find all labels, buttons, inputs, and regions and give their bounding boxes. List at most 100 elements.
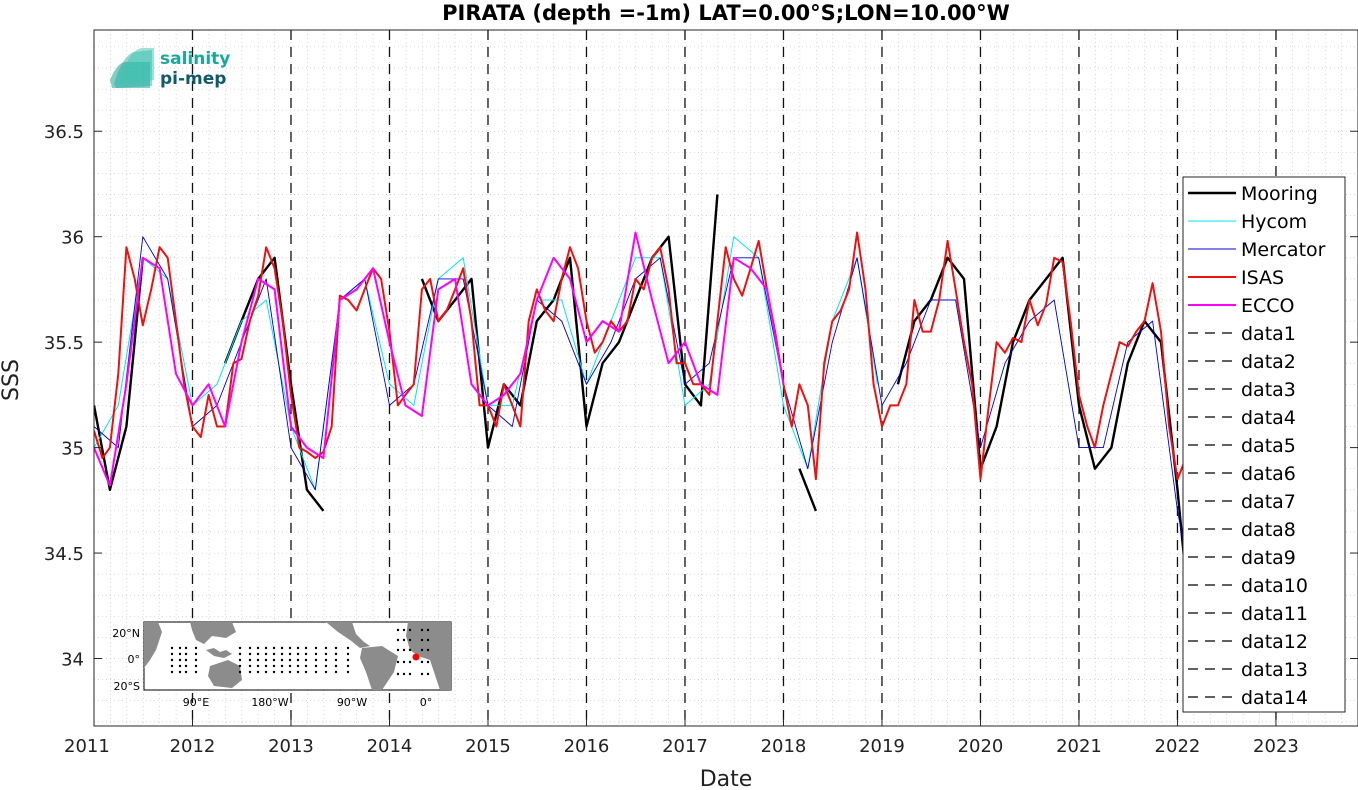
mooring-dot (324, 652, 328, 656)
mooring-dot (396, 672, 400, 676)
mooring-dot (194, 658, 198, 662)
x-tick-label: 2018 (761, 736, 807, 757)
mooring-dot (426, 638, 430, 642)
legend-item-ecco: ECCO (1241, 295, 1295, 317)
mooring-dot (178, 646, 182, 650)
mooring-dot (296, 658, 300, 662)
mooring-dot (402, 638, 406, 642)
legend-item-mooring: Mooring (1241, 183, 1318, 205)
x-tick-label: 2011 (64, 736, 110, 757)
mooring-dot (256, 652, 260, 656)
mooring-dot (264, 658, 268, 662)
mooring-dot (314, 652, 318, 656)
mooring-dot (304, 658, 308, 662)
mooring-dot (178, 652, 182, 656)
mooring-dot (304, 670, 308, 674)
y-tick-label: 35 (61, 439, 84, 460)
series-line-ecco (94, 231, 785, 487)
mooring-dot (238, 670, 242, 674)
mooring-dot (426, 660, 430, 664)
mooring-dot (194, 670, 198, 674)
mooring-dot (184, 652, 188, 656)
mooring-dot (280, 664, 284, 668)
legend-item-data9: data9 (1241, 547, 1296, 569)
map-lat-label-0: 0° (128, 653, 141, 666)
salinity-pi-mep-logo: salinity pi-mep (110, 48, 230, 89)
mooring-dot (304, 652, 308, 656)
series-line-mooring (94, 194, 1191, 617)
x-tick-label: 2017 (662, 736, 708, 757)
logo-text-pi-mep: pi-mep (160, 69, 226, 89)
mooring-dot (238, 664, 242, 668)
map-lon-label-90w: 90°W (337, 696, 367, 709)
legend-item-data12: data12 (1241, 631, 1308, 653)
x-tick-label: 2016 (564, 736, 610, 757)
mooring-dot (402, 672, 406, 676)
mooring-dot (248, 652, 252, 656)
legend-item-data6: data6 (1241, 463, 1296, 485)
map-lat-label-20n: 20°N (112, 627, 140, 640)
legend-item-data8: data8 (1241, 519, 1296, 541)
mooring-dot (426, 672, 430, 676)
africa-shape (144, 622, 162, 668)
mooring-dot (272, 652, 276, 656)
map-lon-label-90e: 90°E (183, 696, 209, 709)
mooring-dot (184, 658, 188, 662)
x-tick-label: 2013 (268, 736, 314, 757)
mooring-dot (396, 638, 400, 642)
mooring-dot (288, 646, 292, 650)
mooring-dot (402, 660, 406, 664)
y-axis-label: SSS (0, 359, 24, 401)
legend-item-data3: data3 (1241, 379, 1296, 401)
series-line-mercator (94, 236, 1194, 596)
mooring-dot (346, 670, 350, 674)
x-tick-label: 2023 (1253, 736, 1299, 757)
legend: Mooring Hycom Mercator ISAS ECCO data1 data2 da… (1182, 176, 1346, 713)
map-land (144, 622, 451, 690)
mooring-dot (420, 660, 424, 664)
mooring-dot (296, 670, 300, 674)
mooring-dot (170, 670, 174, 674)
mooring-dot (272, 664, 276, 668)
mooring-dot (408, 648, 412, 652)
mooring-dot (288, 664, 292, 668)
x-tick-label: 2012 (170, 736, 216, 757)
mooring-dot (238, 646, 242, 650)
mooring-dot (334, 652, 338, 656)
legend-item-data4: data4 (1241, 407, 1296, 429)
mooring-dot (256, 670, 260, 674)
x-tick-label: 2015 (465, 736, 511, 757)
y-tick-label: 34 (61, 650, 84, 671)
mooring-dot (324, 646, 328, 650)
mooring-dot (194, 646, 198, 650)
y-tick-label: 36.5 (44, 122, 84, 143)
mooring-dot (194, 664, 198, 668)
map-ocean (143, 621, 452, 691)
mooring-dot (314, 664, 318, 668)
mooring-dot (408, 638, 412, 642)
mooring-dot (248, 658, 252, 662)
mooring-dot (314, 646, 318, 650)
mooring-dot (408, 660, 412, 664)
mooring-dot (346, 652, 350, 656)
legend-item-isas: ISAS (1241, 267, 1284, 289)
mooring-dot (396, 628, 400, 632)
mooring-dot (402, 628, 406, 632)
plot-area (94, 30, 1358, 726)
x-tick-label: 2021 (1056, 736, 1102, 757)
y-tick-label: 35.5 (44, 333, 84, 354)
mooring-dot (408, 672, 412, 676)
mooring-dot (296, 646, 300, 650)
mooring-dot (184, 670, 188, 674)
legend-item-data2: data2 (1241, 351, 1296, 373)
mooring-array-dots (170, 628, 430, 676)
mooring-dot (288, 658, 292, 662)
west-africa-shape (406, 622, 451, 690)
mooring-dot (408, 628, 412, 632)
y-axis: 34 34.5 35 35.5 36 36.5 (44, 122, 1358, 671)
mooring-dot (334, 658, 338, 662)
legend-item-data14: data14 (1241, 687, 1308, 709)
legend-item-data10: data10 (1241, 575, 1308, 597)
mooring-dot (324, 670, 328, 674)
